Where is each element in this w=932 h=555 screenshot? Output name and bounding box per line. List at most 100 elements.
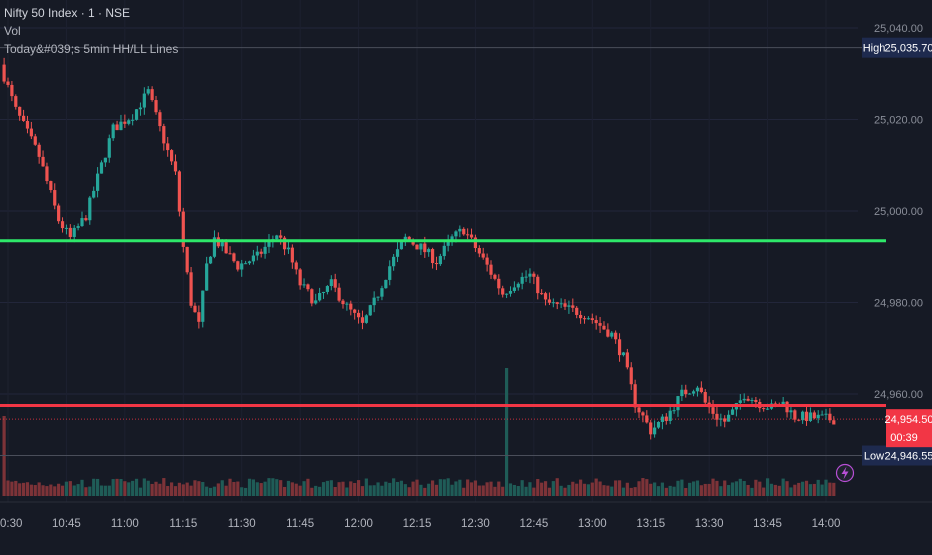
- symbol-title[interactable]: Nifty 50 Index · 1 · NSE: [4, 6, 131, 20]
- candle-body: [395, 249, 400, 257]
- candle-body: [197, 312, 201, 322]
- candle-body: [680, 389, 684, 397]
- volume-bar: [189, 485, 193, 496]
- volume-bar: [625, 482, 629, 496]
- candle-body: [614, 332, 618, 340]
- volume-bar: [469, 482, 474, 496]
- price-tick-label: 25,000.00: [874, 206, 923, 218]
- volume-bar: [727, 485, 731, 496]
- volume-bar: [392, 478, 396, 496]
- last-price-value: 24,954.50: [885, 414, 932, 426]
- candle-body: [699, 387, 703, 393]
- volume-bar: [216, 483, 220, 496]
- candle-body: [49, 181, 53, 191]
- volume-bar: [571, 481, 575, 496]
- candle-body: [255, 251, 259, 256]
- candle-body: [617, 339, 622, 356]
- candle-body: [267, 240, 271, 247]
- volume-bar: [127, 482, 131, 496]
- indicator-vol[interactable]: Vol: [4, 24, 21, 38]
- volume-bar: [660, 482, 664, 496]
- indicator-hhll[interactable]: Today&#039;s 5min HH/LL Lines: [4, 42, 179, 56]
- volume-bar: [53, 486, 57, 496]
- volume-bar: [115, 478, 119, 496]
- candle-body: [380, 288, 384, 297]
- volume-bar: [321, 482, 326, 496]
- price-badges: High 25,035.70 Low 24,946.55 24,954.50 00:39: [862, 37, 932, 466]
- volume-bar: [528, 482, 532, 496]
- candle-body: [555, 302, 559, 304]
- volume-bar: [606, 485, 610, 496]
- volume-bar: [454, 481, 458, 496]
- candle-body: [88, 197, 92, 221]
- candle-body: [649, 422, 653, 435]
- volume-bar: [205, 486, 209, 496]
- time-tick-label: 10:45: [52, 518, 81, 530]
- volume-bar: [543, 481, 548, 496]
- candle-body: [528, 273, 532, 277]
- candle-body: [25, 120, 30, 129]
- volume-bar: [111, 479, 115, 496]
- candle-body: [92, 190, 96, 198]
- volume-bar: [380, 485, 384, 496]
- volume-bar: [341, 481, 345, 496]
- volume-bar: [76, 484, 80, 496]
- candle-body: [688, 393, 692, 395]
- high-badge-value: 25,035.70: [885, 43, 932, 55]
- volume-bar: [641, 478, 645, 496]
- candle-body: [251, 255, 255, 262]
- volume-bar: [337, 482, 341, 496]
- volume-bar: [575, 483, 579, 496]
- candle-body: [33, 136, 37, 145]
- volume-bar: [29, 484, 33, 496]
- volume-bar: [582, 483, 587, 496]
- alert-icon[interactable]: [835, 463, 855, 483]
- candle-body: [411, 240, 415, 245]
- candle-body: [442, 245, 446, 257]
- volume-bar: [563, 487, 567, 496]
- time-tick-label: 10:30: [0, 518, 22, 530]
- time-tick-label: 14:00: [812, 518, 841, 530]
- candle-body: [170, 150, 174, 162]
- volume-bar: [146, 480, 150, 496]
- volume-bar: [68, 481, 72, 496]
- volume-bar: [691, 481, 696, 496]
- candle-body: [166, 143, 170, 151]
- candle-body: [691, 391, 696, 394]
- candle-body: [579, 314, 583, 319]
- candle-body: [29, 128, 33, 137]
- volume-bar: [49, 484, 53, 496]
- candle-body: [754, 400, 758, 402]
- volume-bar: [520, 480, 524, 496]
- volume-bar: [119, 478, 123, 496]
- candle-body: [333, 279, 337, 288]
- volume-bar: [614, 480, 618, 496]
- candle-body: [228, 253, 232, 255]
- time-tick-label: 11:30: [228, 518, 256, 530]
- volume-bar: [99, 485, 104, 496]
- volume-bar: [282, 486, 287, 496]
- volume-bar: [773, 484, 777, 496]
- volume-bar: [645, 479, 649, 496]
- high-badge-label: High: [863, 43, 886, 55]
- candle-body: [368, 305, 372, 316]
- volume-bar: [629, 487, 633, 496]
- volume-bar: [314, 485, 318, 496]
- volume-bar: [804, 480, 809, 496]
- volume-bar: [434, 484, 439, 496]
- candle-body: [438, 256, 442, 265]
- volume-bar: [477, 485, 481, 496]
- axes: 25,040.00 25,020.00 25,000.00 24,980.00 24,9…: [0, 23, 923, 530]
- volume-bar: [240, 487, 244, 496]
- volume-bar: [173, 486, 178, 496]
- volume-bar: [555, 478, 559, 496]
- candle-body: [345, 303, 349, 305]
- volume-bar: [734, 481, 739, 496]
- volume-bar: [220, 480, 224, 496]
- volume-bar: [279, 480, 283, 496]
- price-tick-label: 24,960.00: [874, 389, 923, 401]
- volume-bar: [446, 478, 450, 496]
- volume-bar: [699, 485, 703, 496]
